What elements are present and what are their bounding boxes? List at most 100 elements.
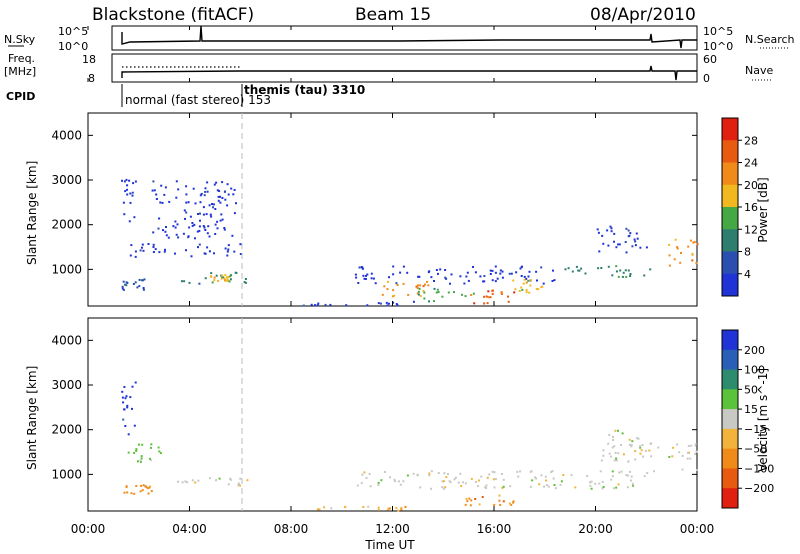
range-cell: [668, 264, 671, 267]
range-cell: [610, 230, 613, 233]
range-cell: [126, 404, 129, 407]
range-cell: [617, 275, 620, 278]
x-tick-label: 12:00: [375, 522, 410, 536]
range-cell: [123, 408, 126, 411]
range-cell: [126, 188, 128, 191]
range-cell: [498, 494, 501, 497]
power-colorbar-label: Power [dB]: [756, 177, 770, 242]
range-cell: [528, 270, 531, 273]
range-cell: [448, 480, 451, 483]
range-cell: [185, 211, 188, 214]
range-cell: [203, 226, 206, 229]
range-cell: [611, 470, 614, 473]
range-cell: [412, 472, 415, 475]
range-cell: [472, 292, 475, 295]
range-cell: [121, 396, 124, 399]
range-cell: [318, 508, 321, 511]
range-cell: [554, 487, 557, 490]
range-cell: [559, 483, 562, 486]
range-cell: [202, 206, 205, 209]
range-cell: [447, 291, 450, 294]
colorbar-swatch: [722, 273, 738, 297]
range-cell: [668, 243, 671, 246]
range-cell: [470, 294, 473, 296]
range-cell: [415, 285, 418, 288]
range-cell: [386, 288, 389, 291]
range-cell: [676, 246, 679, 249]
range-cell: [124, 190, 127, 193]
range-cell: [687, 445, 690, 447]
range-cell: [599, 470, 602, 473]
range-cell: [598, 250, 601, 253]
range-cell: [177, 236, 180, 239]
range-cell: [213, 183, 216, 186]
range-cell: [611, 475, 614, 478]
range-cell: [239, 484, 241, 487]
colorbar-swatch: [722, 140, 738, 163]
range-cell: [627, 229, 630, 232]
range-cell: [459, 472, 462, 475]
range-cell: [129, 396, 132, 399]
range-cell: [531, 479, 534, 482]
range-cell: [694, 444, 697, 447]
range-cell: [643, 475, 646, 478]
range-cell: [433, 287, 436, 290]
range-cell: [184, 217, 186, 220]
range-cell: [618, 471, 621, 474]
range-cell: [210, 275, 213, 278]
range-cell: [160, 184, 163, 187]
range-cell: [246, 479, 249, 482]
range-cell: [188, 226, 191, 229]
range-cell: [141, 279, 144, 282]
range-cell: [217, 199, 220, 202]
range-cell: [601, 487, 604, 490]
range-cell: [133, 424, 136, 427]
range-cell: [135, 450, 138, 452]
range-cell: [512, 500, 515, 503]
range-cell: [508, 272, 511, 275]
velocity-colorbar-label: Velocity [m s^-1]: [756, 368, 770, 472]
range-cell: [122, 401, 125, 404]
range-cell: [602, 454, 605, 457]
range-cell: [602, 486, 605, 488]
range-cell: [151, 189, 154, 192]
range-cell: [379, 302, 382, 305]
range-cell: [462, 481, 465, 484]
range-cell: [389, 476, 391, 479]
range-cell: [617, 452, 620, 455]
range-cell: [631, 482, 634, 485]
range-cell: [535, 287, 538, 290]
range-cell: [628, 438, 631, 441]
range-cell: [598, 482, 601, 485]
x-tick-label: 00:00: [680, 522, 715, 536]
range-cell: [461, 293, 463, 296]
range-cell: [636, 237, 639, 240]
range-cell: [198, 282, 201, 285]
range-cell: [601, 234, 604, 237]
range-cell: [140, 484, 143, 487]
range-cell: [525, 288, 528, 291]
range-cell: [217, 280, 220, 282]
range-cell: [316, 304, 319, 307]
range-cell: [444, 486, 447, 489]
range-cell: [215, 274, 218, 277]
range-cell: [673, 258, 676, 261]
range-cell: [416, 292, 419, 295]
range-cell: [622, 271, 625, 274]
nsky-panel: [111, 25, 698, 51]
range-cell: [417, 275, 420, 278]
range-cell: [574, 486, 577, 489]
range-cell: [174, 226, 177, 229]
range-cell: [502, 478, 505, 481]
range-cell: [491, 269, 494, 272]
range-cell: [220, 277, 223, 280]
range-cell: [636, 437, 639, 440]
range-cell: [141, 243, 144, 246]
range-cell: [537, 288, 540, 291]
range-cell: [208, 250, 211, 253]
range-cell: [521, 288, 524, 291]
range-cell: [493, 471, 496, 474]
colorbar-swatch: [722, 428, 738, 450]
range-cell: [608, 434, 611, 436]
range-cell: [500, 292, 503, 295]
